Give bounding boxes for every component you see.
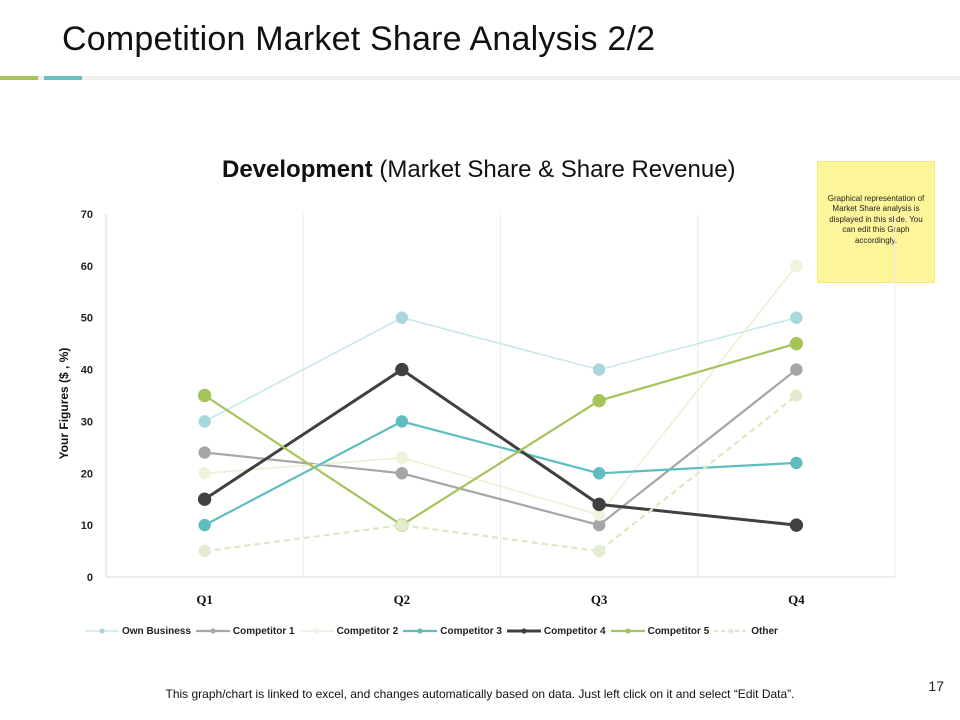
legend-swatch-marker (210, 628, 216, 634)
legend-swatch (195, 628, 230, 634)
legend-label: Other (751, 625, 778, 637)
series-line-competitor-3[interactable] (204, 420, 797, 527)
data-point-competitor-4[interactable] (395, 362, 409, 377)
y-tick-label: 0 (87, 572, 93, 584)
data-point-other[interactable] (198, 544, 211, 558)
page-number: 17 (928, 678, 944, 694)
accent-bar-teal (44, 76, 82, 80)
data-point-other[interactable] (790, 389, 803, 402)
legend-item[interactable]: Competitor 4 (506, 626, 606, 637)
x-tick-label: Q4 (788, 592, 805, 607)
x-tick-label: Q1 (196, 592, 213, 607)
data-point-competitor-4[interactable] (592, 497, 606, 512)
y-tick-label: 60 (81, 261, 93, 273)
legend-swatch (299, 628, 334, 634)
legend-swatch-marker (313, 628, 320, 634)
y-tick-label: 40 (81, 365, 93, 377)
data-point-competitor-1[interactable] (395, 467, 409, 480)
series-line-competitor-1[interactable] (204, 368, 798, 527)
legend-label: Own Business (122, 625, 191, 637)
data-point-own-business[interactable] (592, 363, 606, 376)
y-axis-label: Your Figures ($ , %) (57, 348, 71, 460)
chart-title-rest: (Market Share & Share Revenue) (372, 156, 736, 183)
data-point-other[interactable] (592, 544, 606, 558)
chart-legend: Own Business Competitor 1 Competitor 2 Comp… (84, 623, 884, 639)
data-point-competitor-5[interactable] (197, 388, 212, 403)
legend-swatch-marker (417, 628, 423, 634)
data-point-competitor-4[interactable] (789, 518, 804, 532)
series-line-competitor-4[interactable] (203, 368, 797, 527)
legend-item[interactable]: Competitor 3 (402, 626, 502, 637)
data-point-other[interactable] (395, 518, 409, 532)
legend-item[interactable]: Own Business (84, 626, 191, 637)
legend-item[interactable]: Competitor 1 (195, 626, 295, 637)
data-point-own-business[interactable] (790, 311, 803, 324)
data-point-competitor-1[interactable] (198, 446, 211, 459)
legend-label: Competitor 2 (336, 625, 399, 637)
series-line-other[interactable] (204, 394, 798, 553)
legend-swatch-marker (521, 628, 527, 634)
data-point-competitor-5[interactable] (789, 336, 804, 351)
data-point-competitor-4[interactable] (197, 492, 212, 506)
legend-swatch-marker (728, 628, 734, 634)
x-tick-label: Q3 (591, 592, 608, 607)
series-line-competitor-5[interactable] (203, 342, 797, 527)
y-tick-label: 20 (81, 468, 93, 480)
y-tick-label: 10 (81, 520, 93, 532)
data-point-competitor-3[interactable] (592, 467, 606, 480)
legend-swatch (610, 628, 645, 634)
data-point-competitor-1[interactable] (790, 363, 803, 376)
series-line-competitor-2[interactable] (204, 265, 798, 516)
legend-item[interactable]: Competitor 2 (299, 625, 399, 637)
data-point-competitor-5[interactable] (592, 393, 606, 408)
chart-title: Development (Market Share & Share Revenu… (222, 156, 736, 184)
legend-label: Competitor 4 (543, 625, 606, 637)
data-point-own-business[interactable] (198, 415, 211, 428)
legend-swatch (506, 628, 541, 634)
data-point-competitor-3[interactable] (395, 415, 409, 428)
legend-label: Competitor 5 (647, 625, 710, 637)
slide-title: Competition Market Share Analysis 2/2 (62, 20, 656, 58)
note-box[interactable]: Graphical representation of Market Share… (817, 161, 935, 283)
legend-label: Competitor 3 (440, 625, 502, 637)
legend-swatch (714, 628, 749, 634)
legend-swatch (403, 628, 438, 634)
legend-swatch (85, 628, 119, 634)
data-point-competitor-2[interactable] (790, 259, 803, 273)
y-tick-label: 70 (81, 209, 93, 221)
legend-swatch-marker (99, 628, 105, 634)
x-tick-label: Q2 (394, 592, 411, 607)
data-point-own-business[interactable] (395, 311, 409, 324)
title-rule (0, 76, 960, 80)
series-line-own-business[interactable] (204, 316, 797, 423)
y-tick-label: 50 (81, 313, 93, 325)
data-point-competitor-3[interactable] (198, 518, 211, 532)
legend-item[interactable]: Other (713, 626, 778, 637)
legend-label: Competitor 1 (232, 625, 295, 637)
chart-title-bold: Development (222, 156, 373, 183)
y-tick-label: 30 (81, 416, 93, 428)
accent-bar-green (0, 76, 38, 80)
legend-swatch-marker (624, 628, 631, 634)
legend-item[interactable]: Competitor 5 (610, 625, 710, 637)
footer-note: This graph/chart is linked to excel, and… (165, 687, 795, 701)
note-text: Graphical representation of Market Share… (827, 194, 925, 245)
data-point-competitor-2[interactable] (198, 467, 211, 480)
data-point-competitor-3[interactable] (790, 456, 803, 470)
data-point-competitor-2[interactable] (395, 451, 409, 464)
